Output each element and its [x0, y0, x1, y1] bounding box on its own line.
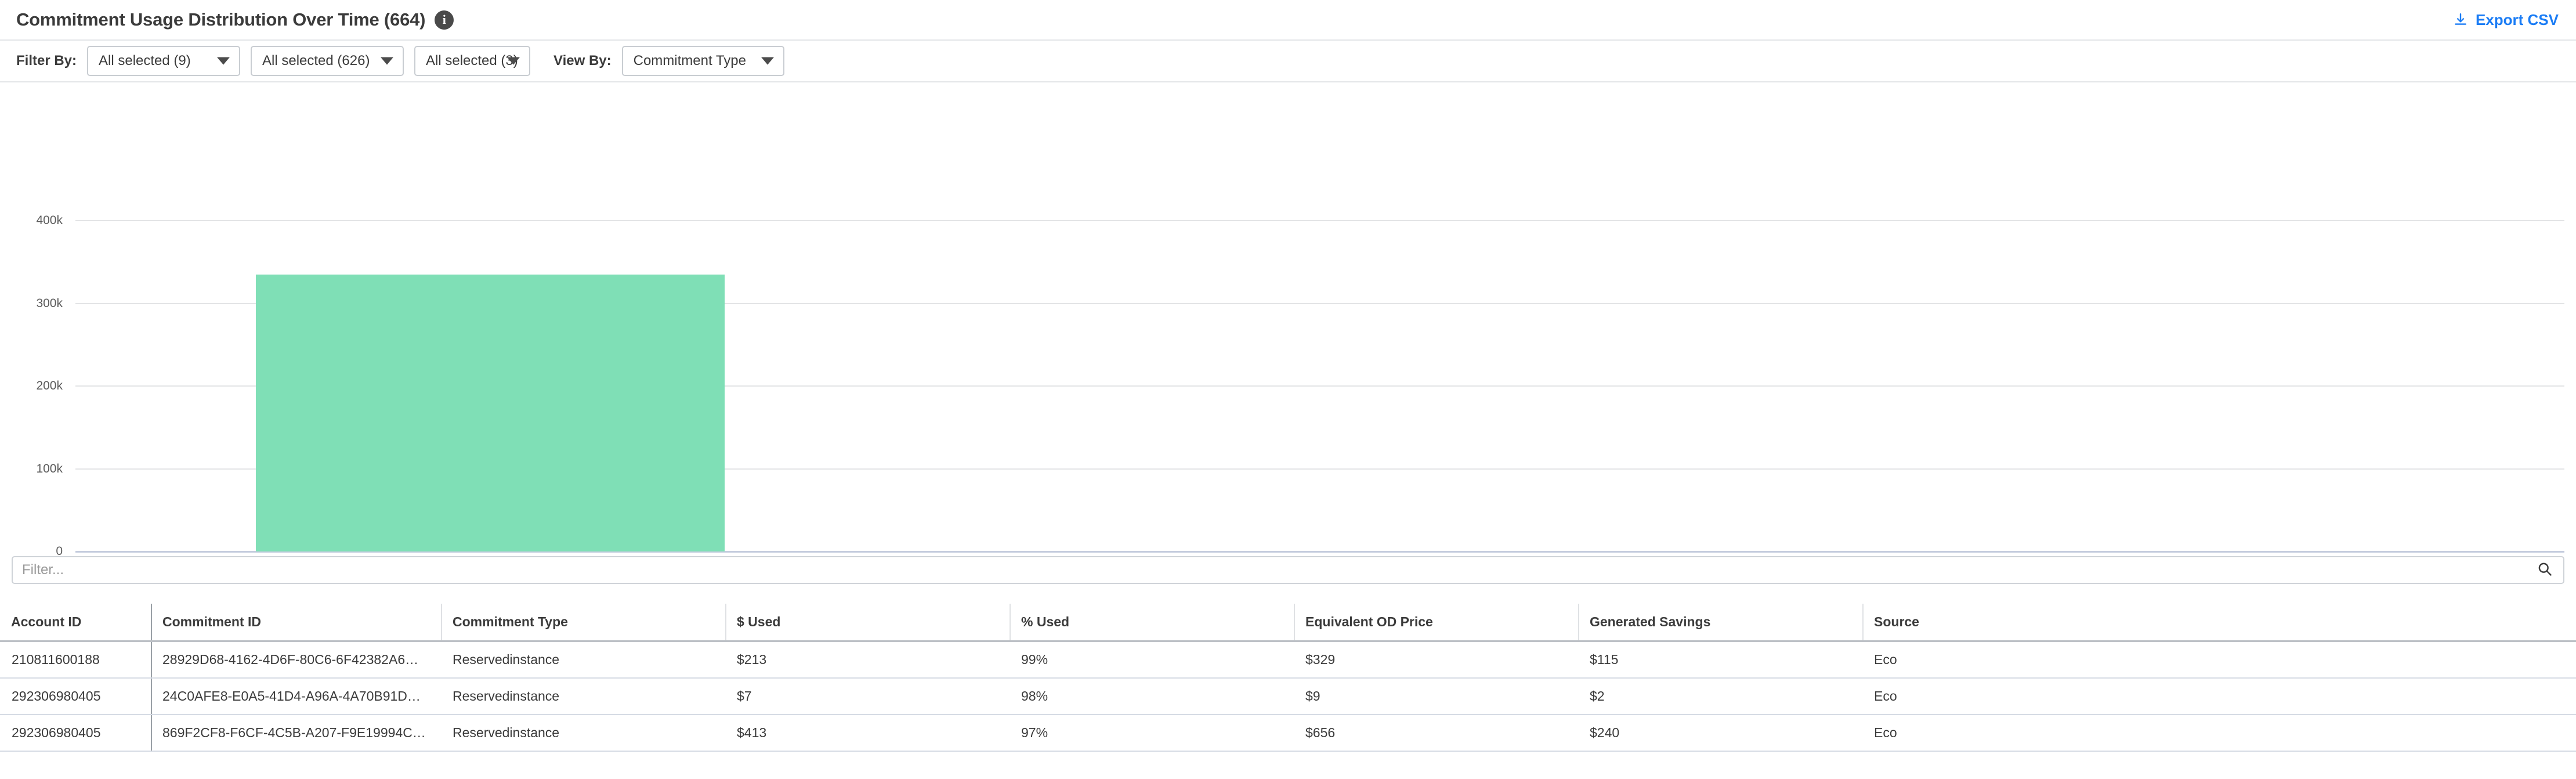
cell-generated-savings: $240: [1579, 715, 1863, 752]
filter-bar: Filter By: All selected (9) All selected…: [0, 41, 2576, 82]
table-filter-field[interactable]: [12, 556, 2564, 584]
y-axis-tick-label: 400k: [36, 214, 63, 227]
y-axis-tick-label: 100k: [36, 461, 63, 475]
chevron-down-icon: [507, 57, 520, 65]
filter-accounts-select[interactable]: All selected (9): [87, 46, 241, 76]
chevron-down-icon: [217, 57, 230, 65]
chevron-down-icon: [381, 57, 394, 65]
panel-header: Commitment Usage Distribution Over Time …: [0, 0, 2576, 41]
cell-commitment-id: 869F2CF8-F6CF-4C5B-A207-F9E19994C…: [151, 715, 442, 752]
table-header-dollar-used[interactable]: $ Used: [725, 604, 1010, 642]
cell-generated-savings: $115: [1579, 641, 1863, 679]
filter-accounts-value: All selected (9): [99, 53, 191, 68]
view-by-value: Commitment Type: [633, 53, 746, 68]
gridline: [75, 302, 2564, 304]
cell-commitment-type: Reservedinstance: [442, 715, 726, 752]
table-row[interactable]: 292306980405 24C0AFE8-E0A5-41D4-A96A-4A70…: [1, 678, 2576, 715]
table-header: Account ID Commitment ID Commitment Type $ …: [1, 604, 2576, 642]
page-title-text: Commitment Usage Distribution Over Time …: [16, 9, 426, 30]
filter-commitments-value: All selected (626): [262, 53, 370, 68]
export-csv-button[interactable]: Export CSV: [2453, 0, 2559, 39]
cell-equivalent-od-price: $9: [1294, 678, 1579, 715]
cell-commitment-type: Reservedinstance: [442, 641, 726, 679]
cell-commitment-id: 24C0AFE8-E0A5-41D4-A96A-4A70B91D…: [151, 678, 442, 715]
table-header-source[interactable]: Source: [1862, 604, 2576, 642]
table-filter-input[interactable]: [13, 557, 2537, 583]
gridline: [75, 220, 2564, 221]
cell-equivalent-od-price: $656: [1294, 715, 1579, 752]
cell-source: Eco: [1863, 641, 2576, 679]
cell-account-id: 292306980405: [1, 715, 151, 752]
cell-percent-used: 99%: [1010, 641, 1294, 679]
gridline: [75, 468, 2564, 470]
cell-generated-savings: $2: [1579, 678, 1863, 715]
commitments-table: Account ID Commitment ID Commitment Type $ …: [0, 604, 2576, 752]
info-icon[interactable]: i: [435, 10, 454, 30]
view-by-label: View By:: [553, 53, 612, 68]
cell-percent-used: 97%: [1010, 715, 1294, 752]
table-body: 210811600188 28929D68-4162-4D6F-80C6-6F42…: [1, 641, 2576, 752]
cell-dollar-used: $213: [726, 641, 1010, 679]
view-by-select[interactable]: Commitment Type: [621, 46, 784, 76]
cell-commitment-type: Reservedinstance: [442, 678, 726, 715]
filter-types-select[interactable]: All selected (3): [414, 46, 531, 76]
chevron-down-icon: [761, 57, 774, 65]
gridline: [75, 385, 2564, 387]
table-header-account-id[interactable]: Account ID: [1, 604, 151, 642]
table-header-commitment-id[interactable]: Commitment ID: [151, 604, 442, 642]
export-csv-label: Export CSV: [2475, 10, 2559, 28]
table-header-equivalent-od-price[interactable]: Equivalent OD Price: [1294, 604, 1579, 642]
cell-source: Eco: [1863, 715, 2576, 752]
x-axis-line: [75, 551, 2564, 553]
filter-types-value: All selected (3): [426, 53, 518, 68]
table-row[interactable]: 210811600188 28929D68-4162-4D6F-80C6-6F42…: [1, 641, 2576, 679]
table-header-row: Account ID Commitment ID Commitment Type $ …: [1, 604, 2576, 642]
cell-account-id: 210811600188: [1, 641, 151, 679]
cell-percent-used: 98%: [1010, 678, 1294, 715]
table-header-generated-savings[interactable]: Generated Savings: [1578, 604, 1863, 642]
y-axis-tick-label: 0: [56, 544, 63, 558]
table-row[interactable]: 292306980405 869F2CF8-F6CF-4C5B-A207-F9E1…: [1, 715, 2576, 752]
cell-dollar-used: $413: [726, 715, 1010, 752]
bar-reservedinstance[interactable]: [256, 274, 725, 551]
table-header-percent-used[interactable]: % Used: [1010, 604, 1294, 642]
commitments-table-wrapper: Account ID Commitment ID Commitment Type $ …: [0, 604, 2576, 752]
cell-source: Eco: [1863, 678, 2576, 715]
page-title: Commitment Usage Distribution Over Time …: [16, 0, 454, 39]
table-header-commitment-type[interactable]: Commitment Type: [441, 604, 726, 642]
download-icon: [2453, 12, 2468, 27]
y-axis-tick-label: 200k: [36, 379, 63, 392]
filter-commitments-select[interactable]: All selected (626): [251, 46, 404, 76]
filter-by-label: Filter By:: [16, 53, 77, 68]
cell-commitment-id: 28929D68-4162-4D6F-80C6-6F42382A6…: [151, 641, 442, 679]
cell-dollar-used: $7: [726, 678, 1010, 715]
y-axis-tick-label: 300k: [36, 296, 63, 310]
cell-account-id: 292306980405: [1, 678, 151, 715]
search-icon[interactable]: [2537, 561, 2553, 580]
cell-equivalent-od-price: $329: [1294, 641, 1579, 679]
commitment-usage-bar-chart: 0100k200k300k400kReservedInstanceFlexSav…: [0, 82, 2576, 576]
